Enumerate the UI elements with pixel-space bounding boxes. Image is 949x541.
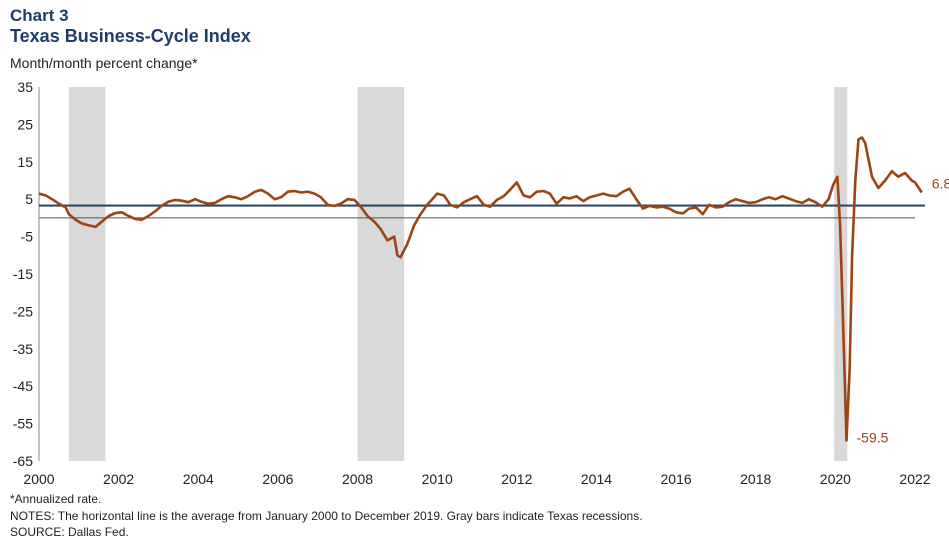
x-tick-label: 2004: [183, 471, 214, 487]
y-tick-label: -25: [13, 303, 33, 319]
footnote-notes: NOTES: The horizontal line is the averag…: [10, 509, 643, 523]
y-tick-label: -5: [21, 229, 34, 245]
x-tick-label: 2022: [899, 471, 930, 487]
recession-band-0: [68, 87, 106, 461]
data-label-min: -59.5: [857, 429, 889, 445]
x-tick-label: 2006: [262, 471, 293, 487]
footnote-source: SOURCE: Dallas Fed.: [10, 525, 129, 539]
x-tick-label: 2012: [501, 471, 532, 487]
x-tick-label: 2014: [581, 471, 612, 487]
y-tick-label: -45: [13, 378, 33, 394]
x-tick-label: 2008: [342, 471, 373, 487]
x-tick-label: 2000: [23, 471, 54, 487]
x-tick-label: 2010: [422, 471, 453, 487]
y-tick-label: -65: [13, 453, 33, 469]
y-tick-label: 25: [17, 116, 33, 132]
footnote-annualized: *Annualized rate.: [10, 492, 102, 506]
recession-band-1: [357, 87, 405, 461]
y-axis-unit-label: Month/month percent change*: [10, 55, 198, 71]
y-tick-label: 5: [25, 191, 33, 207]
x-tick-label: 2018: [740, 471, 771, 487]
y-tick-label: -35: [13, 341, 33, 357]
data-label-latest: 6.8: [932, 175, 949, 191]
y-tick-label: 15: [17, 154, 33, 170]
x-tick-label: 2016: [661, 471, 692, 487]
series-line: [38, 136, 923, 442]
chart-title: Texas Business-Cycle Index: [10, 26, 251, 46]
y-tick-label: -15: [13, 266, 33, 282]
chart-plot: 35 25 15 5 -5 -15 -25 -35 -45 -55 -65 2000 2002 2004 2…: [13, 79, 949, 487]
chart-number: Chart 3: [10, 6, 69, 25]
x-tick-label: 2020: [820, 471, 851, 487]
x-tick-label: 2002: [103, 471, 134, 487]
y-tick-label: -55: [13, 416, 33, 432]
y-tick-label: 35: [17, 79, 33, 95]
